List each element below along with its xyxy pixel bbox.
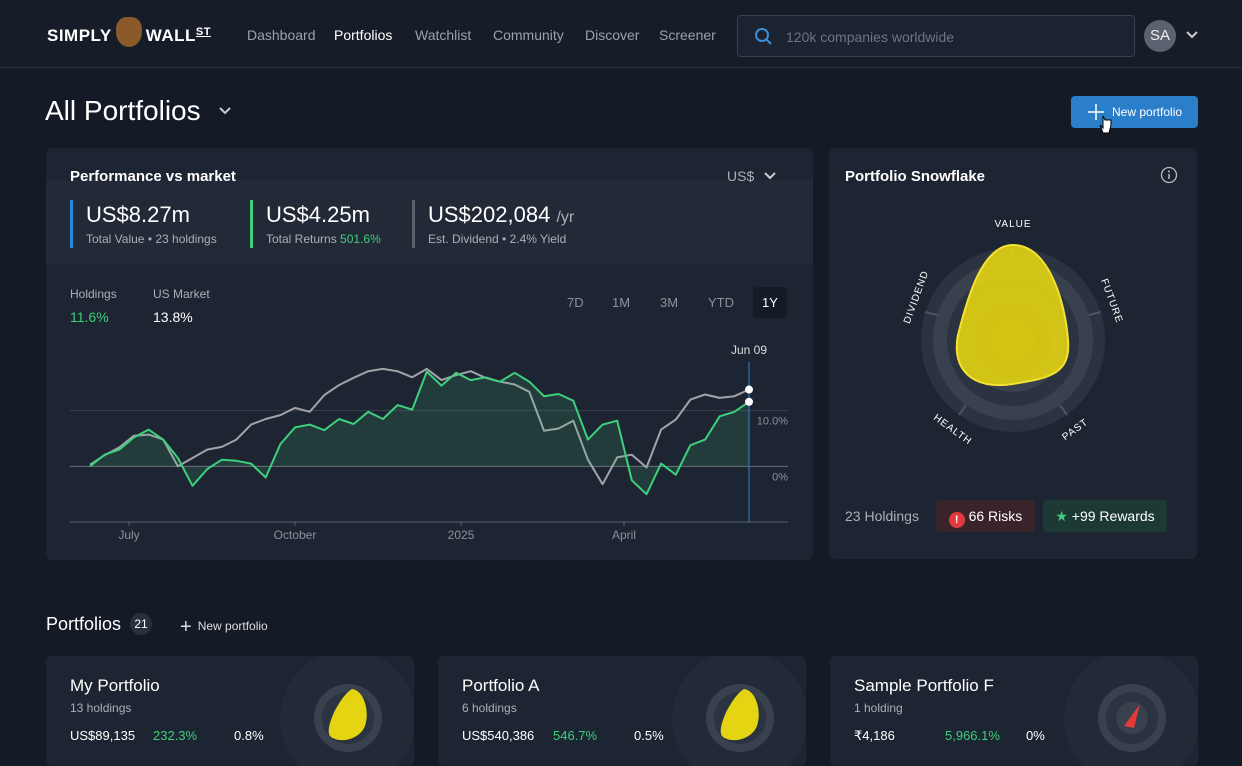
portfolio-value: ₹4,186 [854,728,895,743]
range-button[interactable]: 1M [612,295,631,310]
portfolio-holdings: 1 holding [854,701,903,715]
risks-text: 66 Risks [968,508,1023,524]
card-title: Portfolio Snowflake [845,168,986,185]
section-title: Portfolios [46,614,122,634]
stat-value-text: US$202,084 [428,202,551,227]
legend-value: 11.6% [70,309,109,325]
avatar[interactable]: SA [1144,20,1176,52]
nav-link[interactable]: Screener [659,27,716,43]
range-button[interactable]: YTD [708,295,734,310]
currency-caret[interactable] [763,171,777,181]
portfolio-card[interactable]: Portfolio A 6 holdings US$540,386 546.7%… [438,656,806,766]
portfolio-value: US$540,386 [462,728,535,743]
card-title: Performance vs market [70,168,236,185]
link-label: New portfolio [197,619,268,633]
portfolio-yield: 0.8% [234,728,264,743]
stat-bar [250,200,253,248]
search-box[interactable]: 120k companies worldwide [737,15,1135,57]
stats-band [46,180,813,264]
portfolio-name: Sample Portfolio F [854,676,994,695]
risks-pill[interactable]: ! 66 Risks [936,500,1035,532]
rewards-pill[interactable]: ★ +99 Rewards [1043,500,1167,532]
logo-icon [115,16,142,47]
new-portfolio-link[interactable]: + New portfolio [180,616,268,639]
stat-label: Est. Dividend • 2.4% Yield [428,232,567,246]
page-title[interactable]: All Portfolios [45,95,201,126]
info-icon[interactable] [1160,166,1178,184]
nav-link[interactable]: Portfolios [334,27,393,43]
button-label: New portfolio [1112,105,1183,119]
portfolio-yield: 0.5% [634,728,664,743]
range-button[interactable]: 7D [567,295,584,310]
range-button[interactable]: 1Y [753,287,787,318]
nav-link[interactable]: Dashboard [247,27,316,43]
axis-label: PAST [1060,417,1090,443]
stat-highlight: 501.6% [340,232,381,246]
legend-name: Holdings [70,287,117,301]
portfolio-returns: 546.7% [553,728,598,743]
avatar-caret[interactable] [1185,30,1199,40]
reward-icon: ★ [1055,508,1068,524]
mini-snowflake [1064,656,1198,766]
holdings-count: 23 Holdings [845,508,919,524]
mini-snowflake [672,656,806,766]
portfolio-returns: 232.3% [153,728,198,743]
portfolio-holdings: 6 holdings [462,701,517,715]
portfolio-yield: 0% [1026,728,1045,743]
legend-value: 13.8% [153,309,193,325]
performance-card: Performance vs market US$ US$8.27m Total… [46,148,813,560]
currency-select[interactable]: US$ [727,168,755,184]
portfolio-returns: 5,966.1% [945,728,1000,743]
title-caret[interactable] [218,106,232,116]
rewards-text: +99 Rewards [1071,508,1155,524]
stat-value: US$8.27m [86,202,190,227]
nav-link[interactable]: Watchlist [415,27,472,43]
count-badge: 21 [130,613,152,635]
mini-snowflake [280,656,414,766]
portfolio-name: Portfolio A [462,676,540,695]
portfolio-card[interactable]: Sample Portfolio F 1 holding ₹4,186 5,96… [830,656,1198,766]
plus-cursor [1088,104,1112,134]
portfolio-holdings: 13 holdings [70,701,132,715]
risk-icon: ! [948,512,965,528]
axis-label: VALUE [994,219,1031,230]
logo-left: SIMPLY [47,26,112,45]
legend-name: US Market [153,287,210,301]
logo-sup: ST [195,26,211,38]
snowflake-graphic: VALUE FUTURE PAST HEALTH DIVIDEND [902,219,1125,448]
snowflake-card: Portfolio Snowflake VALUE FUTURE PAST HE… [829,148,1197,559]
search-placeholder: 120k companies worldwide [786,29,955,45]
portfolio-value: US$89,135 [70,728,136,743]
stat-value: US$202,084 /yr [428,202,574,228]
stat-value: US$4.25m [266,202,370,227]
stat-suffix: /yr [556,209,575,226]
stat-label: Total Returns 501.6% [266,232,381,246]
stat-bar [412,200,415,248]
logo-right: WALL [145,26,196,45]
nav-link[interactable]: Discover [585,27,640,43]
top-nav: SIMPLY WALLST Dashboard Portfolios Watchl… [0,0,1242,68]
portfolio-name: My Portfolio [70,676,160,695]
stat-bar [70,200,73,248]
plus-icon: + [180,616,192,638]
stat-label: Total Value • 23 holdings [86,232,217,246]
range-button[interactable]: 3M [660,295,679,310]
portfolio-card[interactable]: My Portfolio 13 holdings US$89,135 232.3… [46,656,414,766]
nav-link[interactable]: Community [493,27,564,43]
logo[interactable]: SIMPLY WALLST [47,16,211,47]
search-icon [755,28,772,45]
stat-label-text: Total Returns [266,232,337,246]
